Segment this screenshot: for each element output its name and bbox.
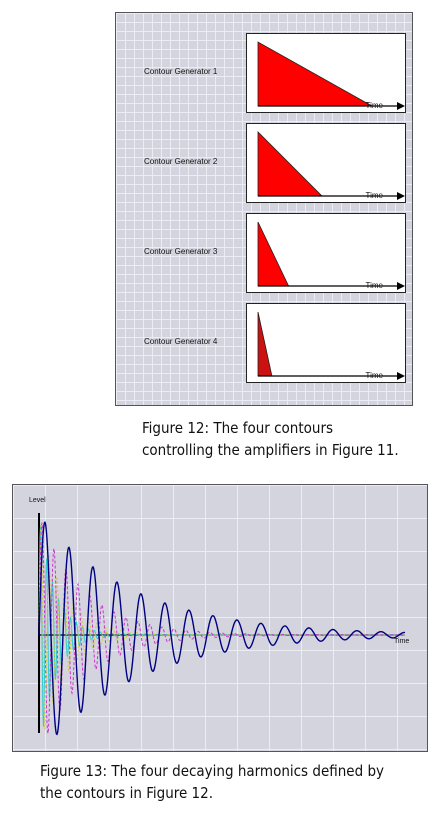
contour-generator-4-label: Contour Generator 4 [144,337,218,346]
contour-4-envelope [257,311,273,377]
time-label: Time [365,101,383,110]
contour-3-envelope [257,221,290,287]
harmonics-plot [38,513,405,736]
figure-13-caption-line-1: Figure 13: The four decaying harmonics d… [40,762,385,780]
contour-generator-3-label: Contour Generator 3 [144,247,218,256]
time-axis-arrow [397,282,405,290]
contour-2-envelope [257,131,323,197]
contour-generator-1-plot: Time [246,33,406,113]
time-label: Time [365,281,383,290]
contour-generator-4-row: Contour Generator 4 Time [116,303,412,383]
level-axis-label: Level [29,497,46,504]
figure-12-panel: Contour Generator 1 Time Contour Generat… [115,12,413,406]
contour-generator-2-plot: Time [246,123,406,203]
contour-4-svg [257,311,405,380]
contour-generator-2-label: Contour Generator 2 [144,157,218,166]
contour-generator-3-row: Contour Generator 3 Time [116,213,412,293]
contour-1-envelope [257,41,374,107]
contour-1-svg [257,41,405,110]
contour-generator-4-plot: Time [246,303,406,383]
figure-12-caption: Figure 12: The four contours controlling… [142,417,432,461]
harmonic-2-wave [38,522,405,734]
figure-12-caption-line-2: controlling the amplifiers in Figure 11. [142,441,399,459]
contour-3-svg [257,221,405,290]
time-axis-arrow [397,372,405,380]
harmonic-waves [38,521,405,736]
time-axis-arrow [397,192,405,200]
time-label: Time [365,191,383,200]
contour-generator-1-row: Contour Generator 1 Time [116,33,412,113]
harmonic-4-wave [38,525,405,727]
figure-13-caption: Figure 13: The four decaying harmonics d… [40,760,432,804]
time-axis-arrow [397,102,405,110]
harmonic-3-wave [38,524,405,730]
time-axis-label: Time [394,638,410,645]
figure-13-caption-line-2: the contours in Figure 12. [40,784,214,802]
time-label: Time [365,371,383,380]
contour-generator-1-label: Contour Generator 1 [144,67,218,76]
contour-2-svg [257,131,405,200]
figure-13-panel: Level Time [12,484,428,752]
contour-generator-2-row: Contour Generator 2 Time [116,123,412,203]
harmonic-1-wave [38,521,405,736]
contour-generator-3-plot: Time [246,213,406,293]
figure-12-caption-line-1: Figure 12: The four contours [142,419,334,437]
